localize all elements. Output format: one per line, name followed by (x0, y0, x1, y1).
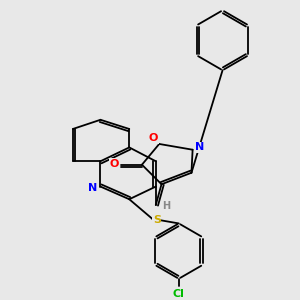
Text: S: S (153, 215, 161, 225)
Text: H: H (162, 201, 170, 211)
Text: O: O (149, 133, 158, 143)
Text: N: N (88, 183, 97, 193)
Text: O: O (110, 158, 119, 169)
Text: Cl: Cl (173, 289, 185, 299)
Text: N: N (195, 142, 204, 152)
